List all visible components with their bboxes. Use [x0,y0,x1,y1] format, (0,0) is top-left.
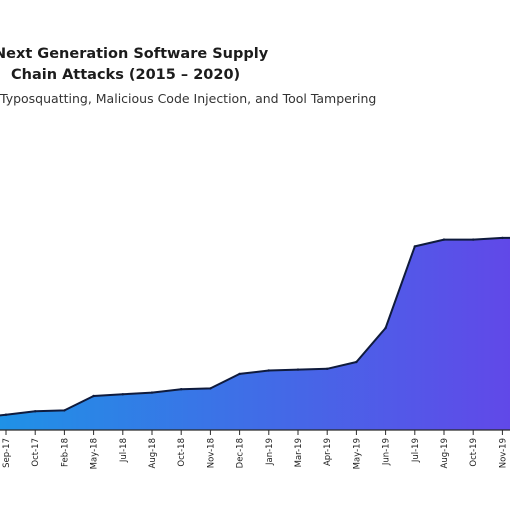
data-point [267,369,270,372]
data-point [121,393,125,396]
data-point [63,409,66,412]
data-point [180,388,183,391]
data-point [238,372,241,376]
x-tick-label: Jul-18 [119,438,129,463]
data-point [384,326,387,330]
x-tick-label: Mar-19 [294,438,304,467]
data-point [442,238,446,241]
x-tick-label: Nov-18 [206,438,216,468]
data-point [326,367,329,370]
x-tick-label: Oct-17 [31,438,41,467]
data-point [4,413,8,416]
chart-subtitle: Typosquatting, Malicious Code Injection,… [0,91,377,106]
x-tick-label: Oct-18 [177,438,187,467]
x-tick-label: May-18 [90,438,100,469]
data-point [472,238,475,241]
x-tick-label: May-19 [352,438,362,469]
chart-title-line-1: Next Generation Software Supply [0,46,269,62]
chart-title-line-2: Chain Attacks (2015 – 2020) [11,67,241,83]
data-point [355,360,358,364]
x-tick-label: Dec-18 [236,438,246,468]
data-point [413,245,416,248]
x-tick-label: Feb-18 [60,438,70,467]
area-fill [0,237,510,430]
data-point [501,236,504,240]
x-tick-label: Aug-18 [148,438,158,468]
data-point [296,368,300,371]
data-point [150,391,154,394]
data-point [209,387,212,390]
x-tick-label: Nov-19 [498,438,508,468]
x-tick-label: Jun-19 [382,438,392,466]
x-tick-label: Oct-19 [469,438,479,467]
x-tick-label: Jul-19 [411,438,421,463]
series-line [0,236,510,417]
data-point [34,410,37,413]
data-point [92,394,95,398]
x-tick-label: Jan-19 [265,438,275,466]
chart-title: Next Generation Software Supply Chain At… [0,44,510,86]
x-tick-label: Sep-17 [2,438,12,468]
x-tick-label: Apr-19 [323,438,333,466]
x-tick-label: Aug-19 [440,438,450,468]
